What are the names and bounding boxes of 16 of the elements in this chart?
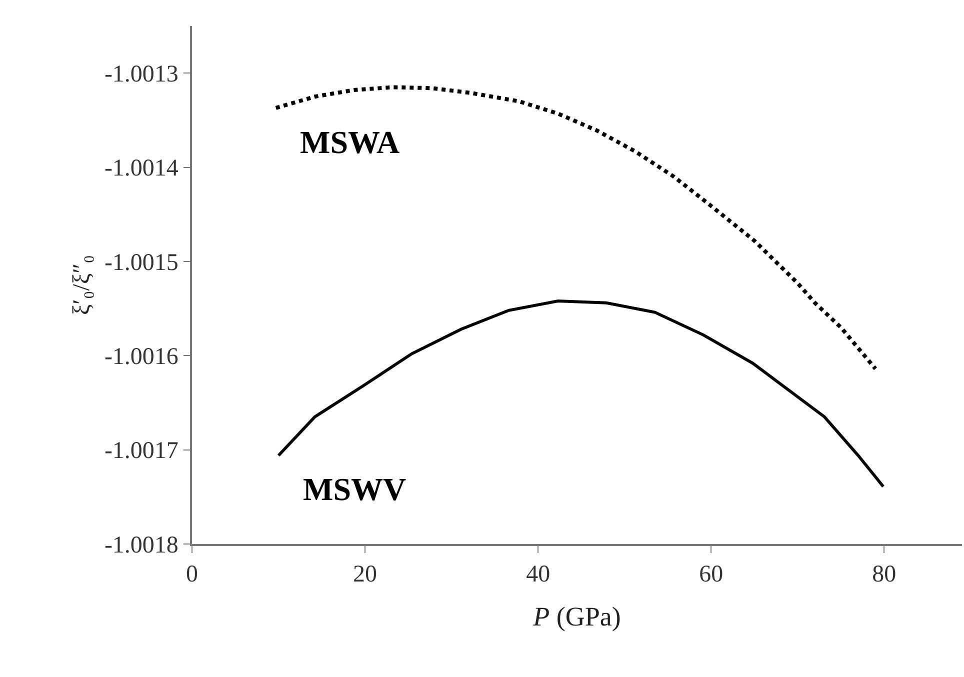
- x-tick-label: 80: [872, 562, 896, 588]
- y-tick-label: -1.0014: [104, 156, 178, 182]
- y-tick-label: -1.0018: [104, 532, 178, 558]
- x-tick-label: 40: [526, 562, 550, 588]
- x-tick-label: 60: [699, 562, 724, 588]
- x-tick-label: 20: [353, 562, 378, 588]
- series-label: MSWA: [300, 124, 400, 160]
- y-tick-label: -1.0013: [104, 61, 178, 88]
- x-axis-title: P (GPa): [532, 601, 621, 632]
- x-tick-label: 0: [186, 562, 198, 588]
- y-axis-title: ξ′₀/ξ″₀: [69, 254, 96, 316]
- y-tick-label: -1.0017: [104, 438, 178, 464]
- y-tick-label: -1.0016: [104, 344, 178, 370]
- y-tick-label: -1.0015: [104, 250, 178, 276]
- line-series: [274, 85, 878, 371]
- series-label: MSWV: [303, 471, 406, 507]
